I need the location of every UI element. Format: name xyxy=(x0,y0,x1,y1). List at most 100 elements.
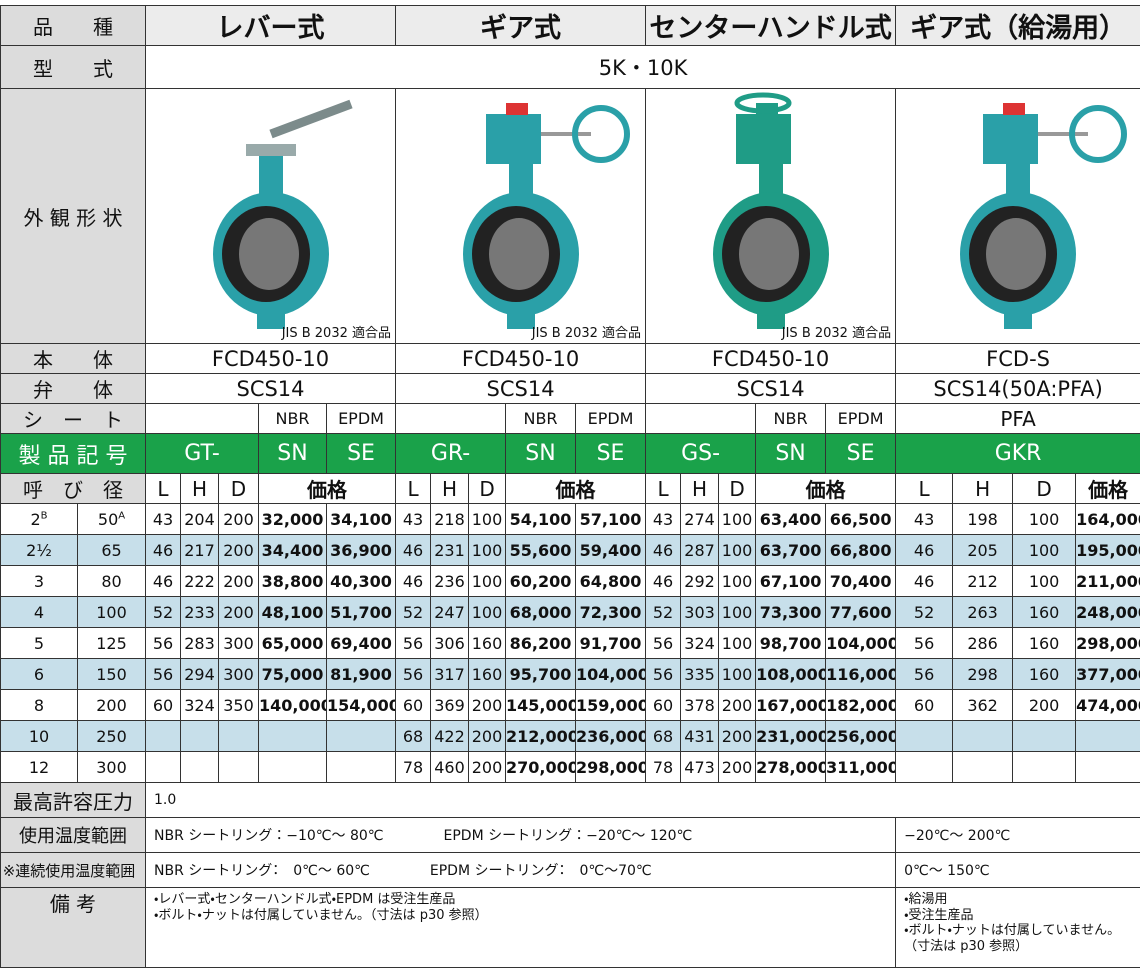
valve-illustration xyxy=(212,99,353,329)
dimension: 205 xyxy=(952,534,1014,566)
dimension: 300 xyxy=(218,627,259,659)
price xyxy=(325,720,397,752)
row-label: 備 考 xyxy=(0,887,146,968)
product-image: JIS B 2032 適合品 xyxy=(395,88,647,344)
dimension: 60 xyxy=(895,689,954,721)
pressure-row: 最高許容圧力 1.0 xyxy=(0,782,1140,818)
price xyxy=(1075,751,1140,783)
column-head: 価格 xyxy=(505,473,647,504)
remark-line: ・受注生産品 xyxy=(904,907,974,923)
price: 270,000 xyxy=(505,751,577,783)
product-code: GS- xyxy=(645,433,757,474)
price: 40,300 xyxy=(325,565,397,597)
label-text: 連続使用温度範囲 xyxy=(15,861,136,880)
dimension: 56 xyxy=(895,627,954,659)
dimension: 100 xyxy=(468,503,507,535)
price: 60,200 xyxy=(505,565,577,597)
size-value: 5 xyxy=(33,633,45,653)
dimension: 200 xyxy=(718,751,757,783)
blank-cell xyxy=(145,403,259,434)
seat-type: PFA xyxy=(895,403,1140,434)
price: 51,700 xyxy=(325,596,397,628)
column-head: H xyxy=(180,473,219,504)
size-value: 200 xyxy=(96,695,127,715)
appearance-row: 外 観 形 状 JIS B 2032 適合品 JIS B 2032 適合品 JIS B… xyxy=(0,88,1140,344)
dimension: 200 xyxy=(218,503,259,535)
column-head: H xyxy=(680,473,720,504)
dimension: 247 xyxy=(430,596,470,628)
dimension xyxy=(218,720,259,752)
nominal-size: 100 xyxy=(77,596,146,628)
dimension: 43 xyxy=(895,503,954,535)
price: 298,000 xyxy=(575,751,647,783)
compliance-note: JIS B 2032 適合品 xyxy=(281,326,392,341)
column-head: 価格 xyxy=(257,473,397,504)
price: 57,100 xyxy=(575,503,647,535)
group-name: センターハンドル式 xyxy=(645,5,897,46)
price: 164,000 xyxy=(1075,503,1140,535)
dimension: 160 xyxy=(468,658,507,690)
illustration-part xyxy=(1003,103,1026,115)
row-label: 最高許容圧力 xyxy=(0,782,146,818)
price: 256,000 xyxy=(825,720,897,752)
price: 95,700 xyxy=(505,658,577,690)
illustration-part xyxy=(983,114,1039,164)
header-row: 品 種レバー式 ギア式 センターハンドル式 ギア式（給湯用） xyxy=(0,5,1140,46)
model-value: 5K・10K xyxy=(144,45,1140,89)
price: 474,000 xyxy=(1075,689,1140,721)
temp-range: 0℃〜 150℃ xyxy=(895,852,1140,888)
illustration-part xyxy=(238,218,299,290)
dimension: 56 xyxy=(645,658,682,690)
price xyxy=(1075,720,1140,752)
dimension: 52 xyxy=(645,596,682,628)
dimension: 100 xyxy=(718,503,757,535)
seat-type: NBR xyxy=(755,403,827,434)
price: 278,000 xyxy=(755,751,827,783)
dimension: 56 xyxy=(145,658,181,690)
price: 34,400 xyxy=(258,534,327,566)
column-head: D xyxy=(218,473,259,504)
row-label: 呼 び 径 xyxy=(0,473,146,504)
dimension: 324 xyxy=(180,689,219,721)
price: 311,000 xyxy=(825,751,897,783)
nominal-size: 4 xyxy=(0,596,78,628)
price: 104,000 xyxy=(575,658,647,690)
row-label: 弁 体 xyxy=(0,373,146,404)
product-image xyxy=(895,88,1140,344)
price: 63,700 xyxy=(755,534,827,566)
size-value: 250 xyxy=(96,726,127,746)
price: 59,400 xyxy=(575,534,647,566)
price: 69,400 xyxy=(325,627,397,659)
price: 55,600 xyxy=(505,534,577,566)
dimension: 52 xyxy=(395,596,432,628)
dimension: 317 xyxy=(430,658,470,690)
product-code: SE xyxy=(325,433,397,474)
material: FCD450-10 xyxy=(395,343,647,374)
data-row: 12 300 78 460 200 270,000 298,000 78 473 200 278,0… xyxy=(0,751,1140,783)
seat-type: EPDM xyxy=(575,403,647,434)
dimension xyxy=(1012,720,1077,752)
table-body: 品 種レバー式 ギア式 センターハンドル式 ギア式（給湯用）型 式 5K・10K 外 観 … xyxy=(0,5,1140,968)
nominal-size: 65 xyxy=(77,534,146,566)
dimension xyxy=(895,751,954,783)
column-head: L xyxy=(395,473,432,504)
price: 81,900 xyxy=(325,658,397,690)
price: 140,000 xyxy=(258,689,327,721)
size-note: A xyxy=(118,510,126,522)
nominal-size: 2B xyxy=(0,503,78,535)
material: FCD450-10 xyxy=(144,343,397,374)
illustration-part xyxy=(738,218,799,290)
disc-row: 弁 体 SCS14 SCS14 SCS14 SCS14(50A:PFA) xyxy=(0,373,1140,404)
dimension xyxy=(952,751,1014,783)
dimension: 200 xyxy=(1012,689,1077,721)
dimension xyxy=(895,720,954,752)
dimension: 60 xyxy=(395,689,432,721)
price: 54,100 xyxy=(505,503,577,535)
price: 48,100 xyxy=(258,596,327,628)
material: SCS14(50A:PFA) xyxy=(895,373,1140,404)
nominal-size: 2½ xyxy=(0,534,78,566)
price: 63,400 xyxy=(755,503,827,535)
column-head: D xyxy=(468,473,507,504)
size-value: 4 xyxy=(33,602,45,622)
size-value: 8 xyxy=(33,695,45,715)
